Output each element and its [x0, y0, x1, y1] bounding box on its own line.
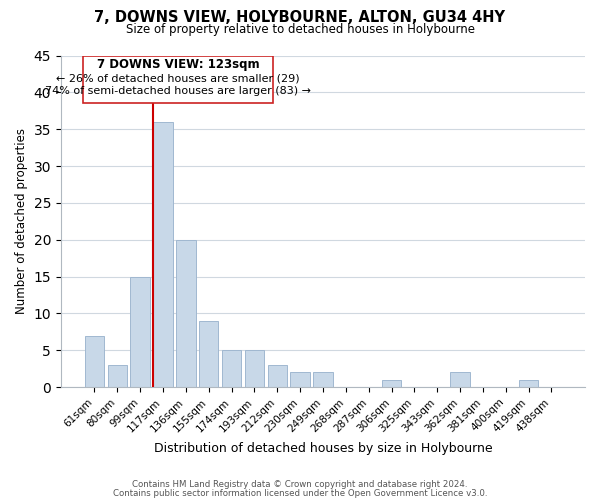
Y-axis label: Number of detached properties: Number of detached properties	[15, 128, 28, 314]
Bar	[268, 365, 287, 387]
Bar	[222, 350, 241, 387]
Bar	[107, 365, 127, 387]
Text: Contains HM Land Registry data © Crown copyright and database right 2024.: Contains HM Land Registry data © Crown c…	[132, 480, 468, 489]
Text: ← 26% of detached houses are smaller (29): ← 26% of detached houses are smaller (29…	[56, 74, 299, 84]
Text: Contains public sector information licensed under the Open Government Licence v3: Contains public sector information licen…	[113, 488, 487, 498]
Bar	[176, 240, 196, 387]
Polygon shape	[83, 56, 272, 104]
Bar	[313, 372, 332, 387]
Bar	[519, 380, 538, 387]
Bar	[451, 372, 470, 387]
Bar	[85, 336, 104, 387]
Bar	[245, 350, 264, 387]
Bar	[153, 122, 173, 387]
Text: 7 DOWNS VIEW: 123sqm: 7 DOWNS VIEW: 123sqm	[97, 58, 259, 71]
Text: 7, DOWNS VIEW, HOLYBOURNE, ALTON, GU34 4HY: 7, DOWNS VIEW, HOLYBOURNE, ALTON, GU34 4…	[95, 10, 505, 25]
Text: 74% of semi-detached houses are larger (83) →: 74% of semi-detached houses are larger (…	[45, 86, 311, 96]
Bar	[130, 276, 150, 387]
Text: Size of property relative to detached houses in Holybourne: Size of property relative to detached ho…	[125, 22, 475, 36]
Bar	[199, 321, 218, 387]
Bar	[290, 372, 310, 387]
Bar	[382, 380, 401, 387]
X-axis label: Distribution of detached houses by size in Holybourne: Distribution of detached houses by size …	[154, 442, 492, 455]
